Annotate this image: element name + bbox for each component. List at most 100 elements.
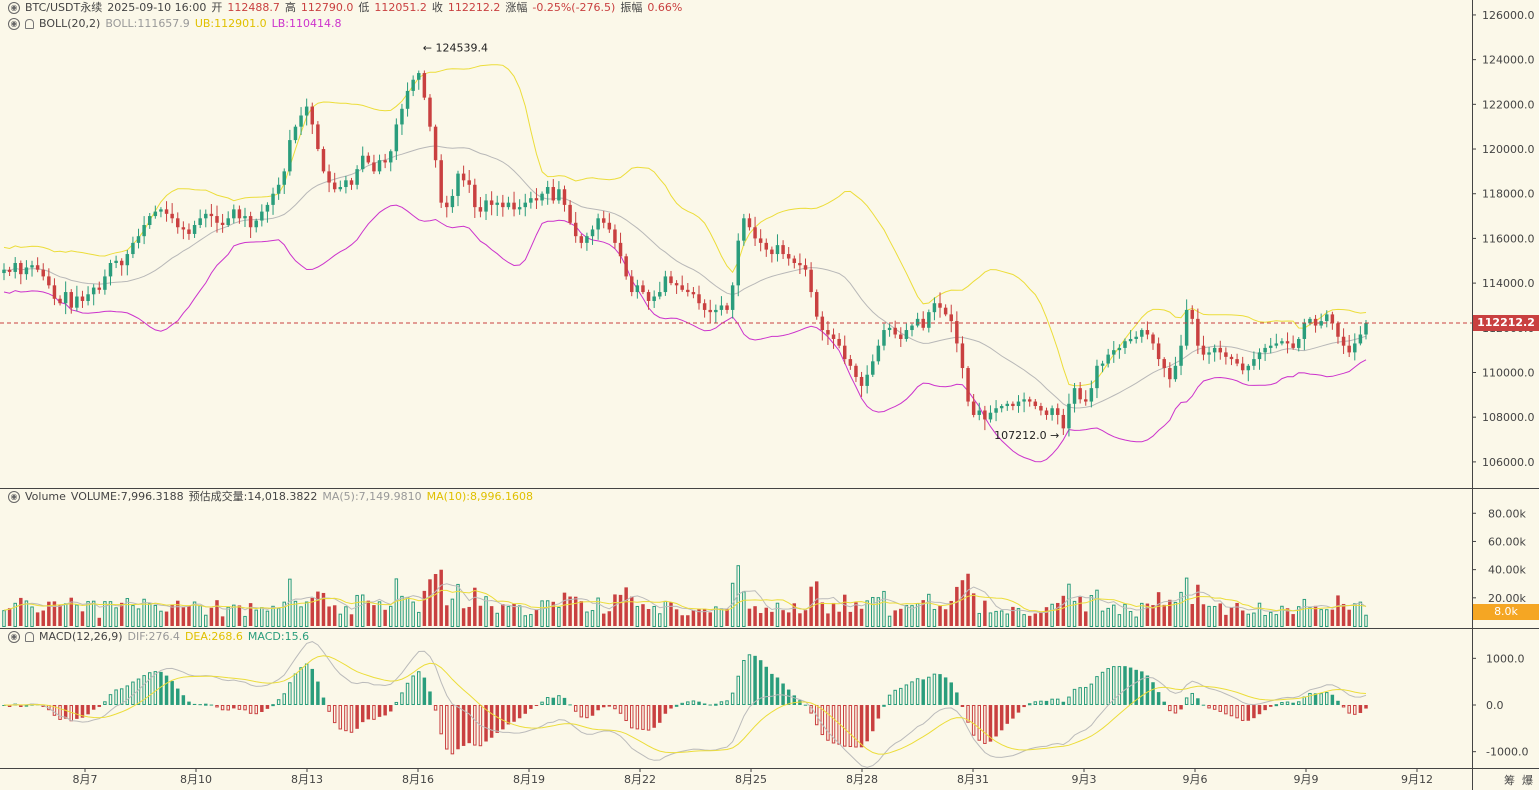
macd-bar xyxy=(730,692,735,705)
volume-bar xyxy=(1257,602,1262,628)
volume-bar xyxy=(534,609,539,626)
volume-bar xyxy=(764,607,769,626)
volume-tick-label: 80.00k xyxy=(1488,507,1526,520)
candle-body xyxy=(349,180,354,185)
macd-bar xyxy=(254,705,258,715)
bell-icon[interactable] xyxy=(25,19,34,29)
boll-lower-line xyxy=(3,204,1367,463)
volume-bar xyxy=(512,603,516,626)
close-label: 收 xyxy=(431,1,443,14)
macd-bar xyxy=(1078,687,1082,706)
volume-bar xyxy=(742,591,746,627)
corner-label-a[interactable]: 筹 xyxy=(1504,774,1515,787)
volume-bar xyxy=(153,604,158,627)
volume-bar xyxy=(344,606,348,627)
volume-bar xyxy=(86,601,90,628)
candle-body xyxy=(7,269,12,272)
candle-body xyxy=(943,307,948,315)
volume-bar xyxy=(456,583,460,628)
candle-body xyxy=(265,204,270,212)
macd-bar xyxy=(1044,700,1049,705)
candle-body xyxy=(562,189,567,205)
bell-icon[interactable] xyxy=(25,632,34,642)
macd-bar xyxy=(243,705,247,711)
candle-body xyxy=(13,262,17,272)
volume-bar xyxy=(859,608,864,626)
macd-bar xyxy=(276,699,281,705)
candle-body xyxy=(495,202,499,205)
volume-bar xyxy=(882,590,886,628)
boll-lines xyxy=(3,64,1367,463)
candle-body xyxy=(1016,401,1021,407)
macd-bar xyxy=(310,668,315,705)
volume-bar xyxy=(327,606,331,626)
volume-bar xyxy=(428,579,432,626)
volume-bar xyxy=(349,614,354,626)
volume-bar xyxy=(372,605,376,626)
volume-bar xyxy=(904,604,909,627)
macd-bar xyxy=(147,672,152,705)
volume-bar xyxy=(792,603,797,626)
macd-bar xyxy=(377,705,382,717)
change-value: -0.25%(-276.5) xyxy=(532,1,616,14)
macd-dif: DIF:276.4 xyxy=(127,630,180,643)
macd-bar xyxy=(288,682,292,706)
candle-body xyxy=(24,267,29,275)
candle-body xyxy=(971,401,976,415)
macd-bar xyxy=(142,675,146,706)
candle-body xyxy=(1106,354,1110,364)
volume-bar xyxy=(758,613,763,626)
candle-body xyxy=(1308,318,1312,324)
volume-bar xyxy=(142,598,146,628)
volume-bar xyxy=(876,597,881,628)
volume-bar xyxy=(35,612,40,626)
volume-ma10-line xyxy=(3,589,1367,613)
eye-icon[interactable]: ◉ xyxy=(8,18,20,30)
volume-bar xyxy=(181,607,186,626)
candle-body xyxy=(237,209,242,219)
eye-icon[interactable]: ◉ xyxy=(8,491,20,503)
macd-bar xyxy=(220,705,225,711)
candle-body xyxy=(47,276,51,286)
macd-bar xyxy=(1252,705,1256,719)
volume-bar xyxy=(798,613,802,626)
eye-icon[interactable]: ◉ xyxy=(8,2,20,14)
corner-label-b[interactable]: 爆 xyxy=(1522,774,1533,787)
macd-bar xyxy=(960,705,965,707)
volume-bar xyxy=(97,617,102,626)
volume-tick-label: 60.00k xyxy=(1488,535,1526,548)
volume-bar xyxy=(938,606,942,626)
macd-bar xyxy=(1319,693,1323,706)
candle-body xyxy=(114,260,118,263)
eye-icon[interactable]: ◉ xyxy=(8,631,20,643)
macd-bar xyxy=(585,705,589,719)
macd-bar xyxy=(1011,705,1015,719)
macd-bar xyxy=(517,705,522,719)
candle-body xyxy=(355,169,359,185)
low-label: 低 xyxy=(358,1,370,14)
volume-bar xyxy=(837,611,841,626)
macd-bar xyxy=(798,700,802,705)
volume-bar xyxy=(607,611,612,626)
macd-bar xyxy=(1084,686,1088,705)
macd-bar xyxy=(601,705,606,708)
volume-bar xyxy=(624,587,628,626)
amp-label: 振幅 xyxy=(620,1,643,14)
macd-bar xyxy=(613,705,617,710)
macd-bar xyxy=(1330,694,1335,705)
boll-upper-line xyxy=(3,64,1367,387)
price-tick-label: 126000.0 xyxy=(1482,9,1535,22)
candle-body xyxy=(646,292,651,301)
volume-bar xyxy=(523,615,527,628)
volume-bar xyxy=(2,610,6,628)
macd-bar xyxy=(1240,705,1245,721)
candles xyxy=(2,70,1368,437)
macd-dif-line xyxy=(3,641,1367,768)
macd-tick-label: 0.0 xyxy=(1486,699,1504,712)
macd-bar xyxy=(630,705,634,729)
volume-bar xyxy=(691,609,696,626)
macd-bar xyxy=(1336,700,1340,705)
volume-bar xyxy=(1224,614,1228,626)
candle-body xyxy=(1274,343,1279,346)
